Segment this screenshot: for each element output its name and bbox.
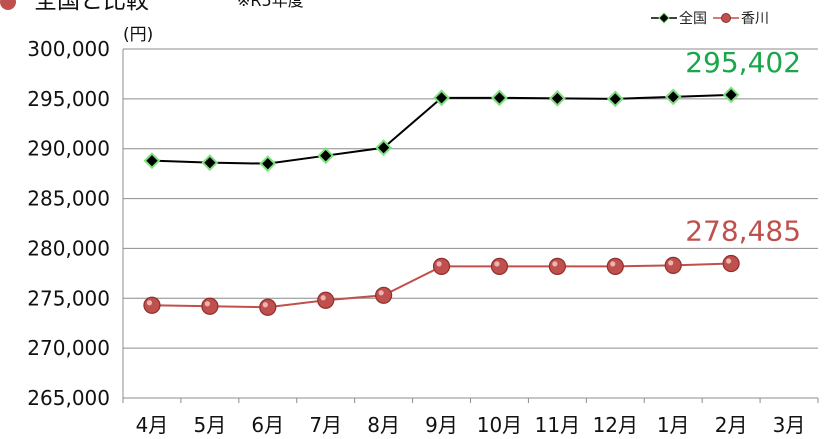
x-tick-label: 2月 <box>715 413 748 437</box>
x-tick-label: 12月 <box>593 413 638 437</box>
data-point <box>433 89 450 107</box>
x-tick-label: 1月 <box>657 413 690 437</box>
data-point <box>201 297 219 315</box>
data-point <box>664 88 682 106</box>
data-point-highlight <box>436 261 442 267</box>
data-point <box>432 257 451 275</box>
data-point-highlight <box>320 295 326 301</box>
data-point <box>606 257 624 275</box>
data-point <box>722 86 740 104</box>
data-point-highlight <box>668 260 674 266</box>
x-tick-label: 6月 <box>251 413 284 437</box>
data-point-highlight <box>204 301 210 307</box>
data-point-highlight <box>610 261 616 267</box>
x-tick-label: 10月 <box>477 413 522 437</box>
data-point-highlight <box>378 290 384 296</box>
series-national <box>143 86 740 173</box>
y-tick-label: 285,000 <box>27 187 110 211</box>
data-point-highlight <box>262 302 268 308</box>
x-tick-label: 5月 <box>194 413 227 437</box>
data-point <box>317 291 335 309</box>
axes <box>122 49 819 403</box>
y-tick-label: 295,000 <box>27 87 110 111</box>
data-point <box>664 256 682 274</box>
x-tick-label: 3月 <box>773 413 806 437</box>
data-point <box>375 286 393 304</box>
y-tick-label: 270,000 <box>27 336 110 360</box>
y-tick-label: 290,000 <box>27 137 110 161</box>
data-point <box>722 254 740 273</box>
data-point-highlight <box>726 258 732 264</box>
data-point-highlight <box>494 261 500 267</box>
data-point <box>490 257 509 275</box>
x-tick-label: 8月 <box>367 413 400 437</box>
data-point <box>548 89 566 107</box>
y-tick-label: 265,000 <box>27 386 110 410</box>
note-fragment: ※R5年度 <box>237 0 304 10</box>
grid-lines <box>123 48 818 349</box>
legend: 全国 香川 <box>651 10 769 27</box>
data-point <box>143 152 161 170</box>
data-point-highlight <box>146 300 153 306</box>
data-point <box>143 296 161 314</box>
series-kagawa <box>143 254 740 316</box>
x-tick-label: 9月 <box>425 413 458 437</box>
y-axis-ticks: 300,000 295,000 290,000 285,000 280,000 275,0… <box>27 37 110 410</box>
data-point-highlight <box>552 261 558 267</box>
title-fragment: 全国と比較 <box>34 0 149 14</box>
series <box>143 86 740 316</box>
data-point <box>259 298 277 316</box>
y-unit-label: (円) <box>123 25 153 45</box>
data-point <box>606 90 624 108</box>
x-axis-ticks: 4月 5月 6月 7月 8月 9月 10月 11月 12月 1月 2月 3月 <box>136 413 806 437</box>
title-bullet <box>0 0 16 10</box>
y-tick-label: 280,000 <box>27 236 110 260</box>
legend-label-kagawa: 香川 <box>741 11 769 27</box>
data-point <box>259 155 277 173</box>
data-point <box>548 257 566 275</box>
y-tick-label: 300,000 <box>27 37 110 61</box>
data-point <box>491 89 508 107</box>
legend-label-national: 全国 <box>679 10 707 27</box>
annotation-kagawa-latest: 278,485 <box>685 215 801 248</box>
x-tick-label: 4月 <box>136 413 169 437</box>
x-tick-label: 7月 <box>309 413 342 437</box>
data-point <box>375 139 393 157</box>
data-point <box>317 147 335 165</box>
data-point <box>201 154 219 172</box>
x-tick-label: 11月 <box>535 413 580 437</box>
annotation-national-latest: 295,402 <box>685 46 801 79</box>
annotations: 295,402 278,485 <box>685 46 801 248</box>
y-tick-label: 275,000 <box>27 286 110 310</box>
